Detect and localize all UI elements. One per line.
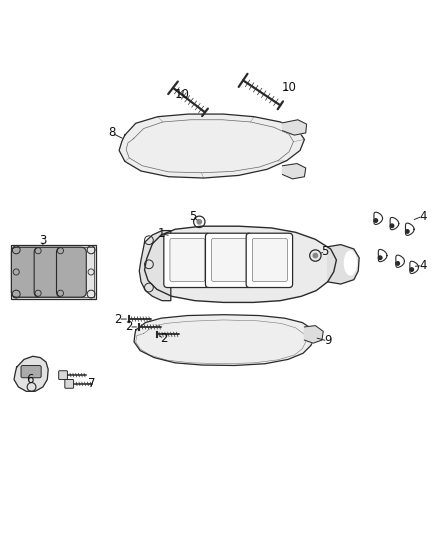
FancyBboxPatch shape <box>11 247 41 297</box>
Text: 2: 2 <box>114 312 122 326</box>
FancyBboxPatch shape <box>205 233 252 287</box>
Text: 7: 7 <box>88 377 96 390</box>
Text: 10: 10 <box>174 88 189 101</box>
Text: 1: 1 <box>157 227 165 240</box>
FancyBboxPatch shape <box>57 247 86 297</box>
Circle shape <box>313 253 318 258</box>
Text: 9: 9 <box>324 335 332 348</box>
FancyBboxPatch shape <box>21 366 41 378</box>
FancyBboxPatch shape <box>65 379 74 388</box>
Ellipse shape <box>344 251 357 275</box>
Polygon shape <box>119 114 304 178</box>
Text: 5: 5 <box>321 245 328 257</box>
Circle shape <box>396 262 399 265</box>
FancyBboxPatch shape <box>59 371 67 379</box>
FancyBboxPatch shape <box>252 238 287 281</box>
FancyBboxPatch shape <box>164 233 210 287</box>
Text: 10: 10 <box>282 82 297 94</box>
FancyBboxPatch shape <box>11 245 96 300</box>
Text: 4: 4 <box>419 259 427 272</box>
Polygon shape <box>283 164 306 179</box>
FancyBboxPatch shape <box>170 238 205 281</box>
Polygon shape <box>134 314 314 366</box>
FancyBboxPatch shape <box>34 247 64 297</box>
Text: 4: 4 <box>419 209 427 223</box>
Text: 2: 2 <box>160 332 168 345</box>
Text: 8: 8 <box>108 126 115 140</box>
Circle shape <box>410 268 413 271</box>
Circle shape <box>374 219 378 222</box>
Polygon shape <box>328 245 359 284</box>
Text: 3: 3 <box>39 233 46 247</box>
Circle shape <box>406 230 409 233</box>
Polygon shape <box>283 120 307 135</box>
Text: 2: 2 <box>125 320 133 334</box>
Polygon shape <box>145 226 336 302</box>
Circle shape <box>197 220 201 224</box>
Text: 6: 6 <box>26 373 34 386</box>
Polygon shape <box>14 356 48 391</box>
FancyBboxPatch shape <box>246 233 293 287</box>
Circle shape <box>378 256 382 260</box>
Text: 5: 5 <box>189 209 196 223</box>
Polygon shape <box>304 326 323 343</box>
Circle shape <box>390 224 394 228</box>
FancyBboxPatch shape <box>13 247 94 297</box>
FancyBboxPatch shape <box>212 238 247 281</box>
Polygon shape <box>139 231 171 301</box>
